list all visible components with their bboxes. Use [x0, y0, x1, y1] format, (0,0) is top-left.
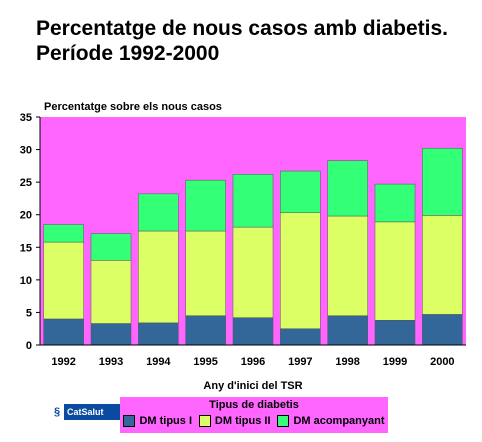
y-axis-label: Percentatge sobre els nous casos: [44, 101, 222, 113]
bar-segment-dm1-2000: [422, 314, 463, 346]
bar-segment-dm1-1993: [90, 323, 132, 346]
legend-label-dm2: DM tipus II: [214, 415, 271, 427]
legend-item-dm2: DM tipus II: [198, 415, 271, 427]
bar-segment-dmacc-1992: [43, 224, 84, 243]
x-tick-label: 1999: [383, 356, 407, 368]
bar-segment-dmacc-1995: [185, 179, 226, 232]
title-line-2: Període 1992-2000: [36, 42, 220, 65]
x-tick-label: 1998: [335, 356, 359, 368]
x-tick-label: 1995: [193, 356, 217, 368]
bar-segment-dmacc-1997: [280, 170, 321, 214]
bar-segment-dm1-1999: [374, 319, 416, 346]
chart-title: Percentatge de nous casos amb diabetis. …: [36, 16, 448, 66]
x-axis-ticks: 1992 1993 1994 1995 1996 1997 1998 1999 2000: [51, 356, 454, 368]
x-tick-label: 1992: [51, 356, 75, 368]
y-tick-label: 25: [20, 177, 32, 189]
y-tick-label: 5: [26, 307, 32, 319]
x-axis-label: Any d'inici del TSR: [203, 380, 302, 392]
bar-segment-dm1-1992: [43, 318, 84, 346]
y-tick-label: 20: [20, 210, 32, 222]
title-line-1: Percentatge de nous casos amb diabetis.: [36, 17, 448, 40]
x-tick-label: 1993: [99, 356, 123, 368]
bar-segment-dm1-1998: [327, 315, 368, 346]
legend-label-dmacc: DM acompanyant: [293, 415, 385, 427]
bar-segment-dm2-1997: [280, 212, 321, 329]
legend-swatch-dm1: [123, 415, 136, 427]
legend: Tipus de diabetis DM tipus I DM tipus II…: [120, 397, 388, 433]
bar-segment-dm2-1998: [327, 215, 368, 316]
y-tick-label: 0: [26, 340, 32, 352]
x-tick-label: 2000: [430, 356, 454, 368]
bar-segment-dm2-1993: [90, 260, 132, 324]
bar-segment-dmacc-1993: [90, 233, 132, 261]
catsalut-logo: § CatSalut: [50, 404, 120, 420]
bar-segment-dm2-1999: [374, 221, 416, 321]
bar-segment-dm1-1996: [232, 317, 274, 346]
catsalut-logo-icon: §: [50, 404, 64, 420]
bars-group: [43, 148, 463, 346]
logo-text: CatSalut: [67, 407, 104, 417]
legend-item-dmacc: DM acompanyant: [277, 415, 385, 427]
bar-segment-dm2-1996: [232, 226, 274, 318]
bar-segment-dm1-1994: [138, 322, 179, 346]
x-tick-label: 1994: [146, 356, 171, 368]
legend-swatch-dmacc: [277, 415, 290, 427]
legend-swatch-dm2: [198, 415, 211, 427]
bar-segment-dmacc-1998: [327, 160, 368, 217]
y-tick-label: 35: [20, 112, 32, 124]
bar-segment-dmacc-1994: [138, 193, 179, 232]
legend-label-dm1: DM tipus I: [139, 415, 193, 427]
y-axis-ticks: 0 5 10 15 20 25 30 35: [20, 112, 40, 352]
legend-item-dm1: DM tipus I: [123, 415, 192, 427]
bar-segment-dm1-1997: [280, 328, 321, 346]
bar-segment-dm2-1994: [138, 230, 179, 324]
x-tick-label: 1997: [288, 356, 312, 368]
bar-segment-dm2-1995: [185, 230, 226, 316]
bar-chart: Percentatge sobre els nous casos 0 5 10 15 2…: [20, 101, 466, 392]
y-tick-label: 30: [20, 145, 32, 157]
bar-segment-dmacc-2000: [422, 148, 463, 216]
legend-items: DM tipus I DM tipus II DM acompanyant: [120, 415, 388, 427]
bar-segment-dm2-1992: [43, 241, 84, 320]
bar-segment-dm2-2000: [422, 215, 463, 315]
bar-segment-dmacc-1999: [374, 183, 416, 223]
x-tick-label: 1996: [241, 356, 265, 368]
bar-segment-dmacc-1996: [232, 174, 274, 228]
legend-title: Tipus de diabetis: [209, 399, 299, 411]
bar-segment-dm1-1995: [185, 315, 226, 346]
y-tick-label: 10: [20, 275, 32, 287]
y-tick-label: 15: [20, 242, 32, 254]
